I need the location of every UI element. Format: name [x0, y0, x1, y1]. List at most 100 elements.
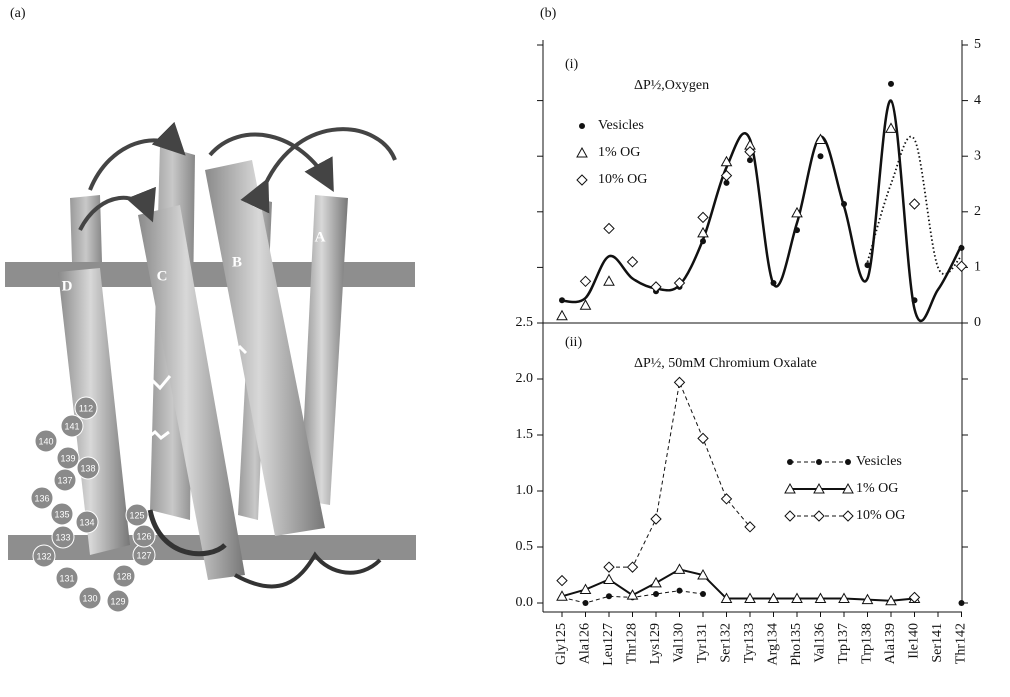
- point: [720, 169, 733, 182]
- point: [888, 80, 894, 87]
- residue-label: 126: [136, 531, 151, 541]
- residue: [51, 525, 75, 549]
- residue-label: 141: [64, 421, 79, 431]
- point: [579, 583, 592, 595]
- residue: [75, 510, 99, 534]
- y-tick-label: 2.0: [516, 371, 534, 386]
- legend-marker: [813, 510, 825, 522]
- residue-label: 136: [34, 493, 49, 503]
- point: [885, 594, 897, 606]
- point: [770, 279, 777, 286]
- helix-label: A: [315, 229, 326, 245]
- y-tick-label: 2: [974, 204, 981, 219]
- point: [673, 563, 686, 574]
- loop: [88, 121, 186, 191]
- point: [606, 593, 612, 600]
- chromophore: [139, 344, 248, 442]
- y-tick-label: 1: [974, 260, 981, 275]
- point: [720, 493, 733, 505]
- point: [579, 299, 592, 310]
- panel-label: (a): [10, 6, 26, 21]
- point: [723, 179, 730, 186]
- x-tick-label: Trp137: [836, 623, 851, 664]
- point: [582, 600, 589, 606]
- legend-marker: [842, 482, 854, 494]
- point: [626, 561, 639, 573]
- residue: [78, 586, 102, 610]
- point: [908, 591, 921, 604]
- point: [697, 226, 709, 238]
- legend-marker: [576, 146, 588, 158]
- x-tick-label: Ile140: [907, 623, 922, 659]
- x-tick-label: Val130: [672, 623, 687, 663]
- residue: [112, 564, 136, 588]
- y-tick-label: 3: [974, 148, 981, 163]
- residue: [55, 566, 79, 590]
- point: [603, 275, 615, 286]
- x-tick-label: Ser141: [930, 623, 945, 663]
- legend-marker: [816, 459, 822, 465]
- x-tick-label: Lys129: [648, 623, 663, 664]
- legend-label: 1% OG: [598, 145, 640, 160]
- residue: [132, 524, 156, 548]
- residue-label: 130: [82, 593, 97, 603]
- point: [791, 592, 803, 604]
- y-tick-label: 0.5: [516, 539, 534, 554]
- legend-label: Vesicles: [598, 118, 644, 133]
- y-tick-label: 0.0: [516, 595, 534, 610]
- point: [603, 561, 615, 573]
- point: [697, 432, 709, 445]
- loop: [147, 509, 227, 557]
- point: [744, 146, 756, 158]
- loop: [240, 127, 397, 214]
- helix-label: B: [232, 254, 242, 270]
- point: [650, 281, 662, 293]
- point: [744, 592, 756, 604]
- y-tick-label: 5: [974, 37, 981, 52]
- series-line: [609, 380, 751, 568]
- point: [794, 227, 800, 234]
- point: [626, 256, 639, 268]
- point: [650, 576, 662, 588]
- x-tick-label: Ser132: [719, 623, 734, 663]
- residue-label: 138: [80, 463, 95, 473]
- point: [861, 593, 874, 605]
- legend-marker: [842, 510, 854, 522]
- x-tick-label: Thr142: [954, 623, 969, 664]
- residue: [32, 544, 56, 568]
- helix-back: [70, 195, 102, 262]
- point: [697, 211, 709, 224]
- residue: [30, 486, 54, 510]
- series-line: [561, 568, 915, 602]
- x-tick-label: Ala126: [578, 623, 593, 664]
- helix-b: [205, 160, 325, 536]
- point: [955, 260, 968, 272]
- residue-label: 139: [60, 453, 75, 463]
- residue: [125, 503, 149, 527]
- point: [817, 153, 824, 160]
- residue-label: 128: [116, 571, 131, 581]
- point: [556, 309, 568, 321]
- x-tick-label: Tyr133: [742, 623, 757, 663]
- loop: [234, 551, 382, 589]
- loop: [208, 132, 334, 193]
- residue: [74, 396, 98, 420]
- legend-marker: [579, 123, 585, 129]
- x-tick-label: Tyr131: [695, 623, 710, 663]
- legend-label: 10% OG: [598, 172, 647, 187]
- point: [697, 568, 709, 580]
- point: [700, 238, 706, 245]
- y-tick-label: 1.5: [516, 427, 534, 442]
- fit-curve: [561, 99, 963, 323]
- point: [673, 277, 686, 289]
- x-tick-label: Leu127: [601, 623, 616, 666]
- chart-title: ΔP½, 50mM Chromium Oxalate: [634, 356, 817, 371]
- residue-label: 137: [57, 475, 72, 485]
- point: [653, 591, 659, 598]
- point: [676, 587, 683, 594]
- point: [958, 244, 965, 251]
- point: [626, 589, 639, 600]
- point: [767, 592, 780, 604]
